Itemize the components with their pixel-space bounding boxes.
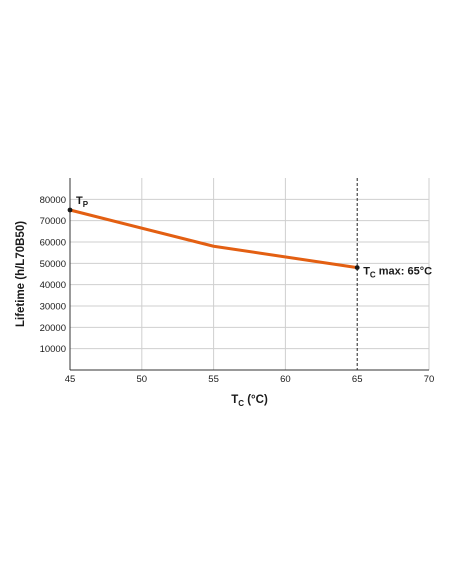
x-tick-label: 70 <box>424 374 435 385</box>
y-tick-label: 50000 <box>40 259 66 270</box>
data-point-marker <box>67 207 73 213</box>
x-axis-title: TC (°C) <box>231 394 268 408</box>
grid <box>70 178 430 370</box>
x-tick-label: 65 <box>352 374 363 385</box>
series <box>67 207 360 270</box>
y-tick-label: 10000 <box>40 344 66 355</box>
tp-label: TP <box>76 195 89 209</box>
y-tick-label: 80000 <box>40 195 66 206</box>
annotations: TP TC max: 65°C <box>76 195 432 280</box>
axis-titles: TC (°C) Lifetime (h/L70B50) <box>15 221 268 408</box>
x-tick-label: 60 <box>280 374 291 385</box>
y-tick-label: 60000 <box>40 238 66 249</box>
y-tick-label: 30000 <box>40 302 66 313</box>
tc-max-label: TC max: 65°C <box>363 266 432 280</box>
x-tick-label: 55 <box>208 374 219 385</box>
y-axis-title: Lifetime (h/L70B50) <box>15 221 27 327</box>
x-tick-label: 45 <box>65 374 76 385</box>
x-tick-label: 50 <box>137 374 148 385</box>
tick-labels: 10000 20000 30000 40000 50000 60000 70000 80000… <box>40 195 435 385</box>
lifetime-line <box>68 208 359 270</box>
y-tick-label: 20000 <box>40 323 66 334</box>
y-tick-label: 70000 <box>40 216 66 227</box>
data-point-marker <box>354 265 360 270</box>
y-tick-label: 40000 <box>40 280 66 291</box>
